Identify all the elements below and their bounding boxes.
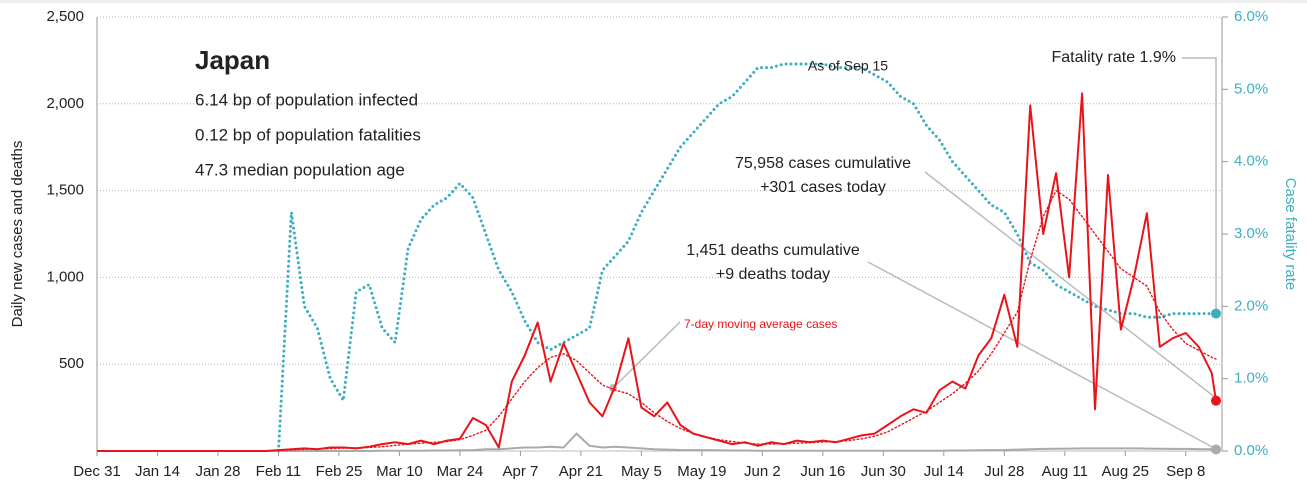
y-tick-label: 500 xyxy=(59,355,84,372)
x-tick-label: Mar 24 xyxy=(437,463,484,480)
y2-tick-label: 1.0% xyxy=(1234,370,1268,387)
x-tick-label: Mar 10 xyxy=(376,463,423,480)
x-tick-label: Jan 28 xyxy=(195,463,240,480)
annotation: Fatality rate 1.9% xyxy=(1052,49,1177,66)
y-axis-label: Daily new cases and deaths xyxy=(9,141,26,328)
series-line xyxy=(277,62,1218,453)
annotation: +9 deaths today xyxy=(716,266,830,283)
x-tick-label: May 5 xyxy=(621,463,662,480)
y2-tick-label: 2.0% xyxy=(1234,297,1268,314)
end-marker xyxy=(1211,308,1221,319)
x-tick-label: May 19 xyxy=(677,463,726,480)
x-tick-label: Jun 2 xyxy=(744,463,781,480)
x-tick-label: Aug 25 xyxy=(1101,463,1149,480)
y-tick-label: 2,500 xyxy=(46,8,84,25)
annotation: +301 cases today xyxy=(760,179,886,196)
x-tick-label: Jan 14 xyxy=(135,463,180,480)
annotation: 6.14 bp of population infected xyxy=(195,90,418,109)
y2-tick-label: 4.0% xyxy=(1234,153,1268,170)
x-tick-label: Feb 25 xyxy=(316,463,363,480)
series-line xyxy=(97,92,1217,452)
y-tick-label: 1,500 xyxy=(46,182,84,199)
annotation: 75,958 cases cumulative xyxy=(735,155,911,172)
x-tick-label: Sep 8 xyxy=(1166,463,1205,480)
x-tick-label: Jun 16 xyxy=(800,463,845,480)
x-tick-label: Jun 30 xyxy=(861,463,906,480)
x-tick-label: Apr 7 xyxy=(502,463,538,480)
leader-line xyxy=(1182,57,1217,313)
series-label: 7-day moving average cases xyxy=(684,317,837,331)
x-tick-label: Jul 14 xyxy=(924,463,964,480)
leader-line xyxy=(924,171,1217,399)
y2-tick-label: 0.0% xyxy=(1234,442,1268,459)
leader-line xyxy=(867,261,1217,450)
y2-tick-label: 6.0% xyxy=(1234,8,1268,25)
top-strip xyxy=(0,0,1307,3)
x-tick-label: Jul 28 xyxy=(984,463,1024,480)
x-tick-label: Apr 21 xyxy=(559,463,603,480)
y-tick-label: 2,000 xyxy=(46,95,84,112)
end-marker xyxy=(1211,395,1221,406)
y2-tick-label: 5.0% xyxy=(1234,80,1268,97)
y2-tick-label: 3.0% xyxy=(1234,225,1268,242)
x-tick-label: Dec 31 xyxy=(73,463,121,480)
x-tick-label: Aug 11 xyxy=(1042,463,1088,480)
leader-line xyxy=(612,321,681,389)
annotation: As of Sep 15 xyxy=(808,58,888,74)
end-marker xyxy=(1211,444,1221,455)
y2-axis-label: Case fatality rate xyxy=(1282,178,1299,291)
annotation: 0.12 bp of population fatalities xyxy=(195,125,421,144)
annotation: 1,451 deaths cumulative xyxy=(686,242,860,259)
y-tick-label: 1,000 xyxy=(46,268,84,285)
annotation: 47.3 median population age xyxy=(195,160,405,179)
x-tick-label: Feb 11 xyxy=(256,463,302,480)
annotation: Japan xyxy=(195,45,270,75)
series-line xyxy=(97,432,1217,452)
series-line xyxy=(277,189,1217,452)
